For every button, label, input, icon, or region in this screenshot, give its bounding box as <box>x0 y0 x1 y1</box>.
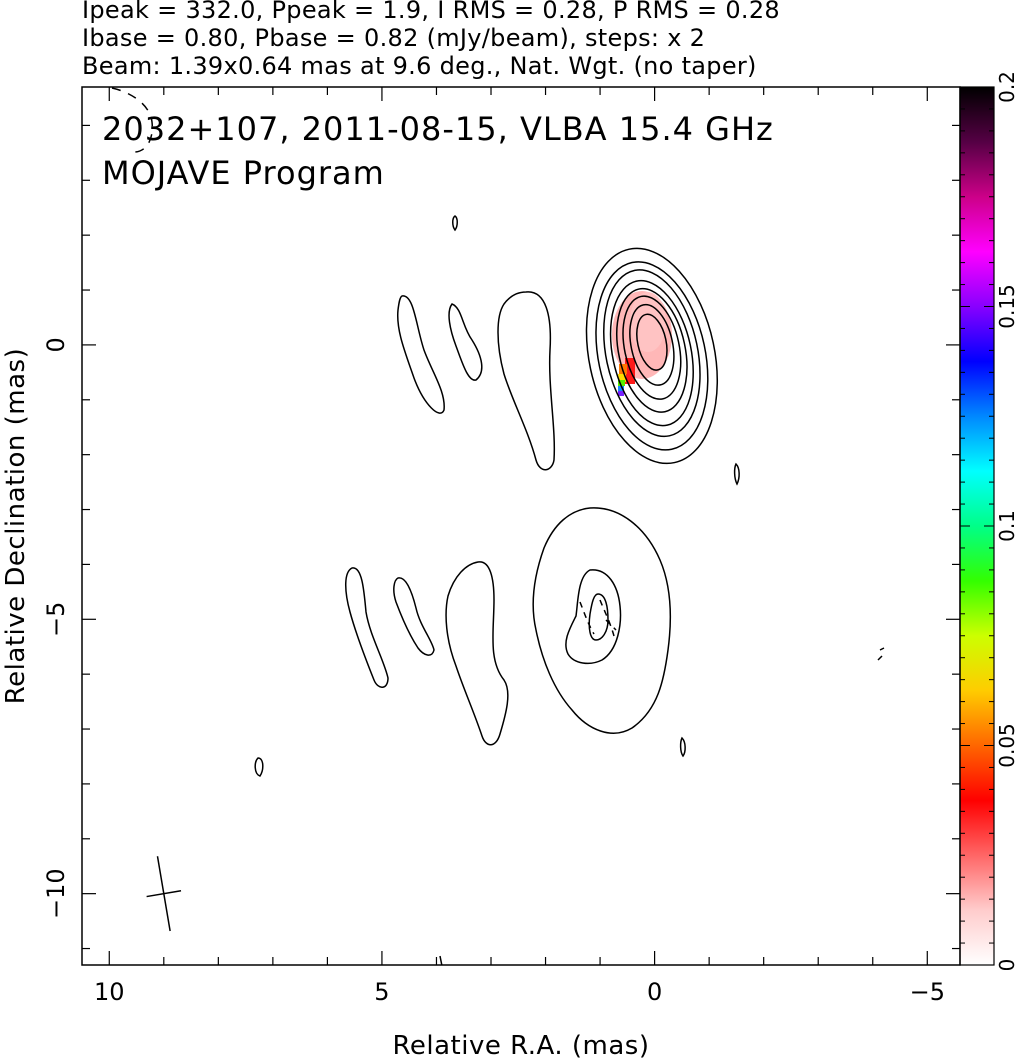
isolated-contour-4 <box>254 757 264 777</box>
core-contour-3 <box>603 269 701 438</box>
pol-patch-violet <box>618 391 624 396</box>
header-line-2: Ibase = 0.80, Pbase = 0.82 (mJy/beam), s… <box>82 24 706 52</box>
dashed-negative-contour <box>111 87 154 153</box>
y-tick-label: −10 <box>42 868 70 919</box>
core-contour-7 <box>629 303 675 386</box>
chart-title: 2032+107, 2011-08-15, VLBA 15.4 GHz <box>102 110 774 148</box>
isolated-contour-5 <box>877 647 885 661</box>
isolated-contour-3 <box>679 736 686 758</box>
secondary-contour-mid <box>565 569 622 665</box>
axis-ticks <box>82 87 960 965</box>
colorbar-tick-label: 0.1 <box>995 510 1019 542</box>
x-axis-label: Relative R.A. (mas) <box>393 1031 650 1060</box>
y-axis-label: Relative Declination (mas) <box>1 348 31 704</box>
header-line-1: Ipeak = 332.0, Ppeak = 1.9, I RMS = 0.28… <box>82 0 780 24</box>
colorbar-tick-label: 0.05 <box>995 723 1019 768</box>
secondary-contour-outer <box>532 507 672 734</box>
y-tick-label: −5 <box>42 602 70 637</box>
jet-contour-1 <box>396 295 445 414</box>
colorbar-tick-label: 0 <box>995 959 1019 972</box>
core-contour-1 <box>585 247 719 465</box>
colorbar-tick-label: 0.15 <box>995 284 1019 329</box>
core-contour-5 <box>616 287 688 413</box>
chart-subtitle: MOJAVE Program <box>102 154 385 192</box>
header-line-3: Beam: 1.39x0.64 mas at 9.6 deg., Nat. Wg… <box>82 52 757 80</box>
dashed-negative-contour-2 <box>579 599 617 637</box>
isolated-contour-1 <box>452 215 458 232</box>
jet-contour-3 <box>497 291 556 471</box>
colorbar-tick-label: 0.2 <box>995 71 1019 103</box>
x-tick-label: 0 <box>647 978 662 1006</box>
plot-frame <box>81 86 961 966</box>
pol-patch-yellow <box>618 374 626 382</box>
core-contour-8 <box>636 313 668 371</box>
secondary-contour-inner <box>588 593 609 641</box>
colorbar-ticks <box>960 86 994 966</box>
y-tick-label: 0 <box>42 337 70 352</box>
x-tick-label: −5 <box>910 978 945 1006</box>
beam-marker <box>146 856 182 932</box>
x-tick-label: 5 <box>374 978 389 1006</box>
x-tick-label: 10 <box>94 978 125 1006</box>
pol-patch-inner <box>630 292 666 352</box>
jet-contour-5 <box>393 577 435 656</box>
beam-minor-axis <box>146 890 182 898</box>
core-contour-group <box>585 247 719 465</box>
axis-tick-labels: 10 5 0 −5 0 −5 −10 <box>42 337 945 1006</box>
core-contour-4 <box>609 279 694 427</box>
colorbar-labels: 0 0.05 0.1 0.15 0.2 <box>995 71 1019 971</box>
jet-contour-2 <box>448 303 483 381</box>
core-contour-2 <box>595 261 709 451</box>
jet-contour-6 <box>445 561 509 746</box>
contour-lines <box>111 87 885 965</box>
pol-patch-green <box>618 380 625 386</box>
core-contour-6 <box>622 295 682 400</box>
jet-contour-4 <box>345 567 389 688</box>
pol-patch-blue <box>618 386 624 392</box>
isolated-contour-2 <box>733 462 740 486</box>
